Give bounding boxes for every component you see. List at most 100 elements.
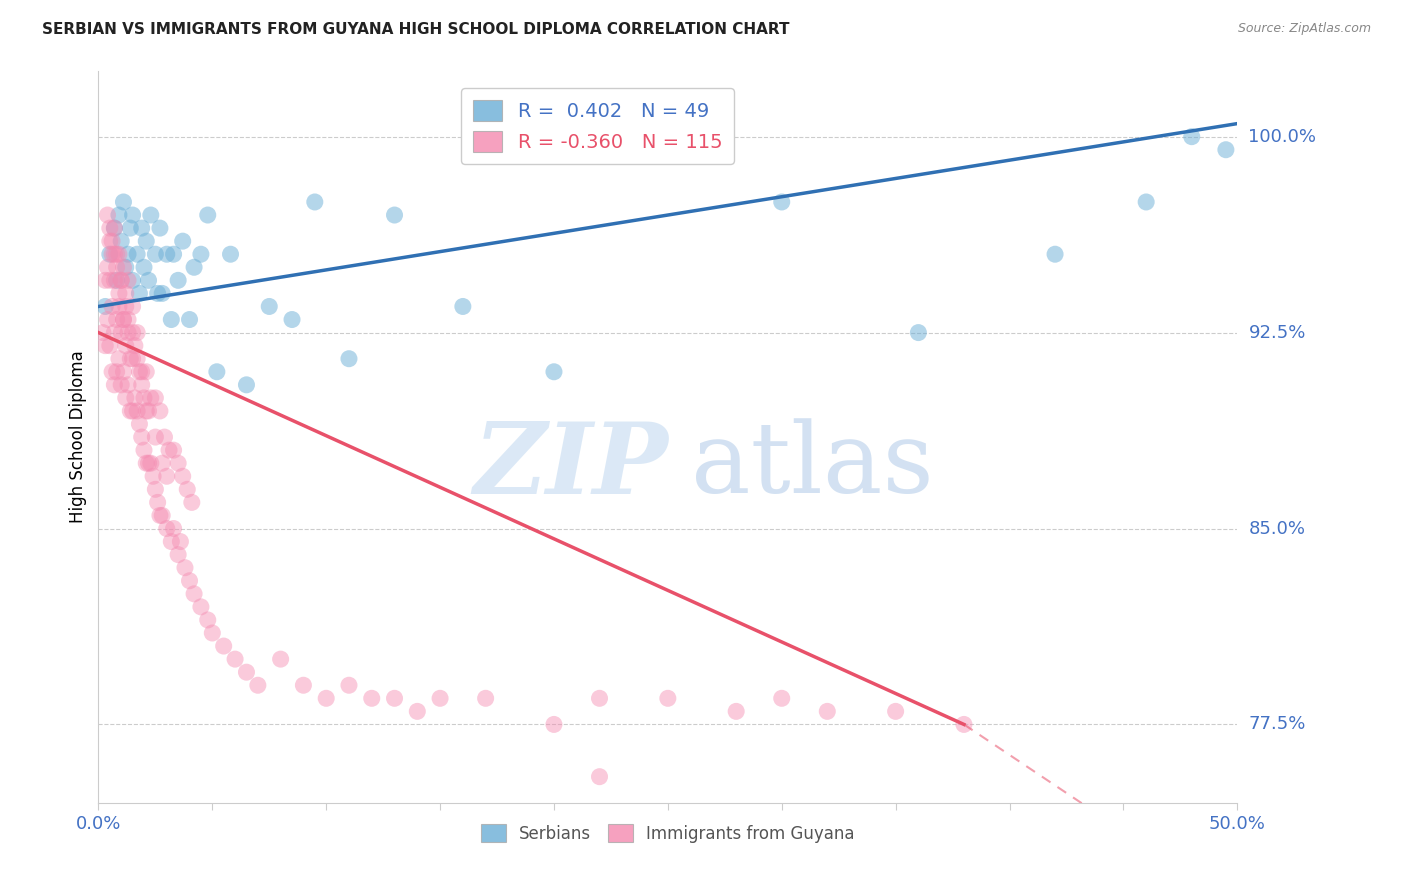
Point [103, 221, 125, 235]
Point [429, 691, 451, 706]
Point [142, 469, 165, 483]
Point [103, 221, 125, 235]
Point [124, 391, 146, 405]
Point [135, 234, 157, 248]
Point [128, 286, 150, 301]
Point [112, 312, 135, 326]
Point [588, 691, 610, 706]
Point [145, 391, 167, 405]
Point [101, 365, 124, 379]
Point [201, 626, 224, 640]
Point [156, 247, 179, 261]
Point [451, 300, 474, 314]
Point [120, 351, 142, 366]
Point [121, 404, 143, 418]
Point [167, 273, 190, 287]
Point [246, 678, 269, 692]
Point [180, 495, 202, 509]
Point [127, 247, 149, 261]
Point [474, 691, 496, 706]
Point [145, 430, 167, 444]
Point [150, 508, 173, 523]
Point [337, 678, 360, 692]
Point [101, 234, 124, 248]
Point [121, 208, 143, 222]
Point [145, 483, 167, 497]
Point [103, 247, 125, 261]
Point [162, 247, 184, 261]
Point [179, 312, 201, 326]
Point [162, 521, 184, 535]
Point [172, 234, 194, 248]
Point [96, 312, 118, 326]
Point [1043, 247, 1066, 261]
Point [105, 312, 128, 326]
Point [135, 365, 157, 379]
Point [103, 377, 125, 392]
Point [131, 377, 153, 392]
Point [112, 194, 135, 209]
Point [108, 208, 131, 222]
Point [117, 247, 139, 261]
Point [103, 273, 125, 287]
Point [212, 639, 235, 653]
Point [270, 652, 292, 666]
Point [205, 365, 228, 379]
Point [657, 691, 679, 706]
Point [174, 560, 197, 574]
Point [112, 312, 135, 326]
Point [120, 221, 142, 235]
Point [235, 665, 257, 680]
Point [176, 483, 198, 497]
Point [235, 377, 257, 392]
Point [884, 704, 907, 718]
Text: SERBIAN VS IMMIGRANTS FROM GUYANA HIGH SCHOOL DIPLOMA CORRELATION CHART: SERBIAN VS IMMIGRANTS FROM GUYANA HIGH S… [42, 22, 790, 37]
Point [190, 247, 212, 261]
Text: 92.5%: 92.5% [1249, 324, 1306, 342]
Point [132, 391, 155, 405]
Point [138, 273, 160, 287]
Point [101, 300, 124, 314]
Point [139, 208, 162, 222]
Y-axis label: High School Diploma: High School Diploma [69, 351, 87, 524]
Point [315, 691, 337, 706]
Point [146, 495, 169, 509]
Point [94, 300, 117, 314]
Point [337, 351, 360, 366]
Text: 100.0%: 100.0% [1249, 128, 1316, 145]
Point [108, 300, 131, 314]
Point [384, 208, 406, 222]
Point [94, 273, 117, 287]
Text: atlas: atlas [690, 418, 934, 514]
Point [108, 286, 131, 301]
Point [127, 404, 149, 418]
Point [543, 717, 565, 731]
Point [292, 678, 315, 692]
Point [770, 691, 793, 706]
Point [259, 300, 281, 314]
Point [146, 286, 169, 301]
Text: Source: ZipAtlas.com: Source: ZipAtlas.com [1237, 22, 1371, 36]
Point [156, 469, 179, 483]
Point [98, 221, 121, 235]
Point [183, 260, 205, 275]
Point [117, 326, 139, 340]
Point [128, 365, 150, 379]
Point [96, 208, 118, 222]
Text: 77.5%: 77.5% [1249, 715, 1306, 733]
Point [98, 247, 121, 261]
Point [98, 234, 121, 248]
Point [105, 273, 128, 287]
Point [190, 599, 212, 614]
Point [1181, 129, 1204, 144]
Point [657, 129, 679, 144]
Point [131, 365, 153, 379]
Point [160, 534, 183, 549]
Point [135, 404, 157, 418]
Point [150, 456, 173, 470]
Point [110, 273, 132, 287]
Point [815, 704, 838, 718]
Point [131, 221, 153, 235]
Point [127, 326, 149, 340]
Point [224, 652, 246, 666]
